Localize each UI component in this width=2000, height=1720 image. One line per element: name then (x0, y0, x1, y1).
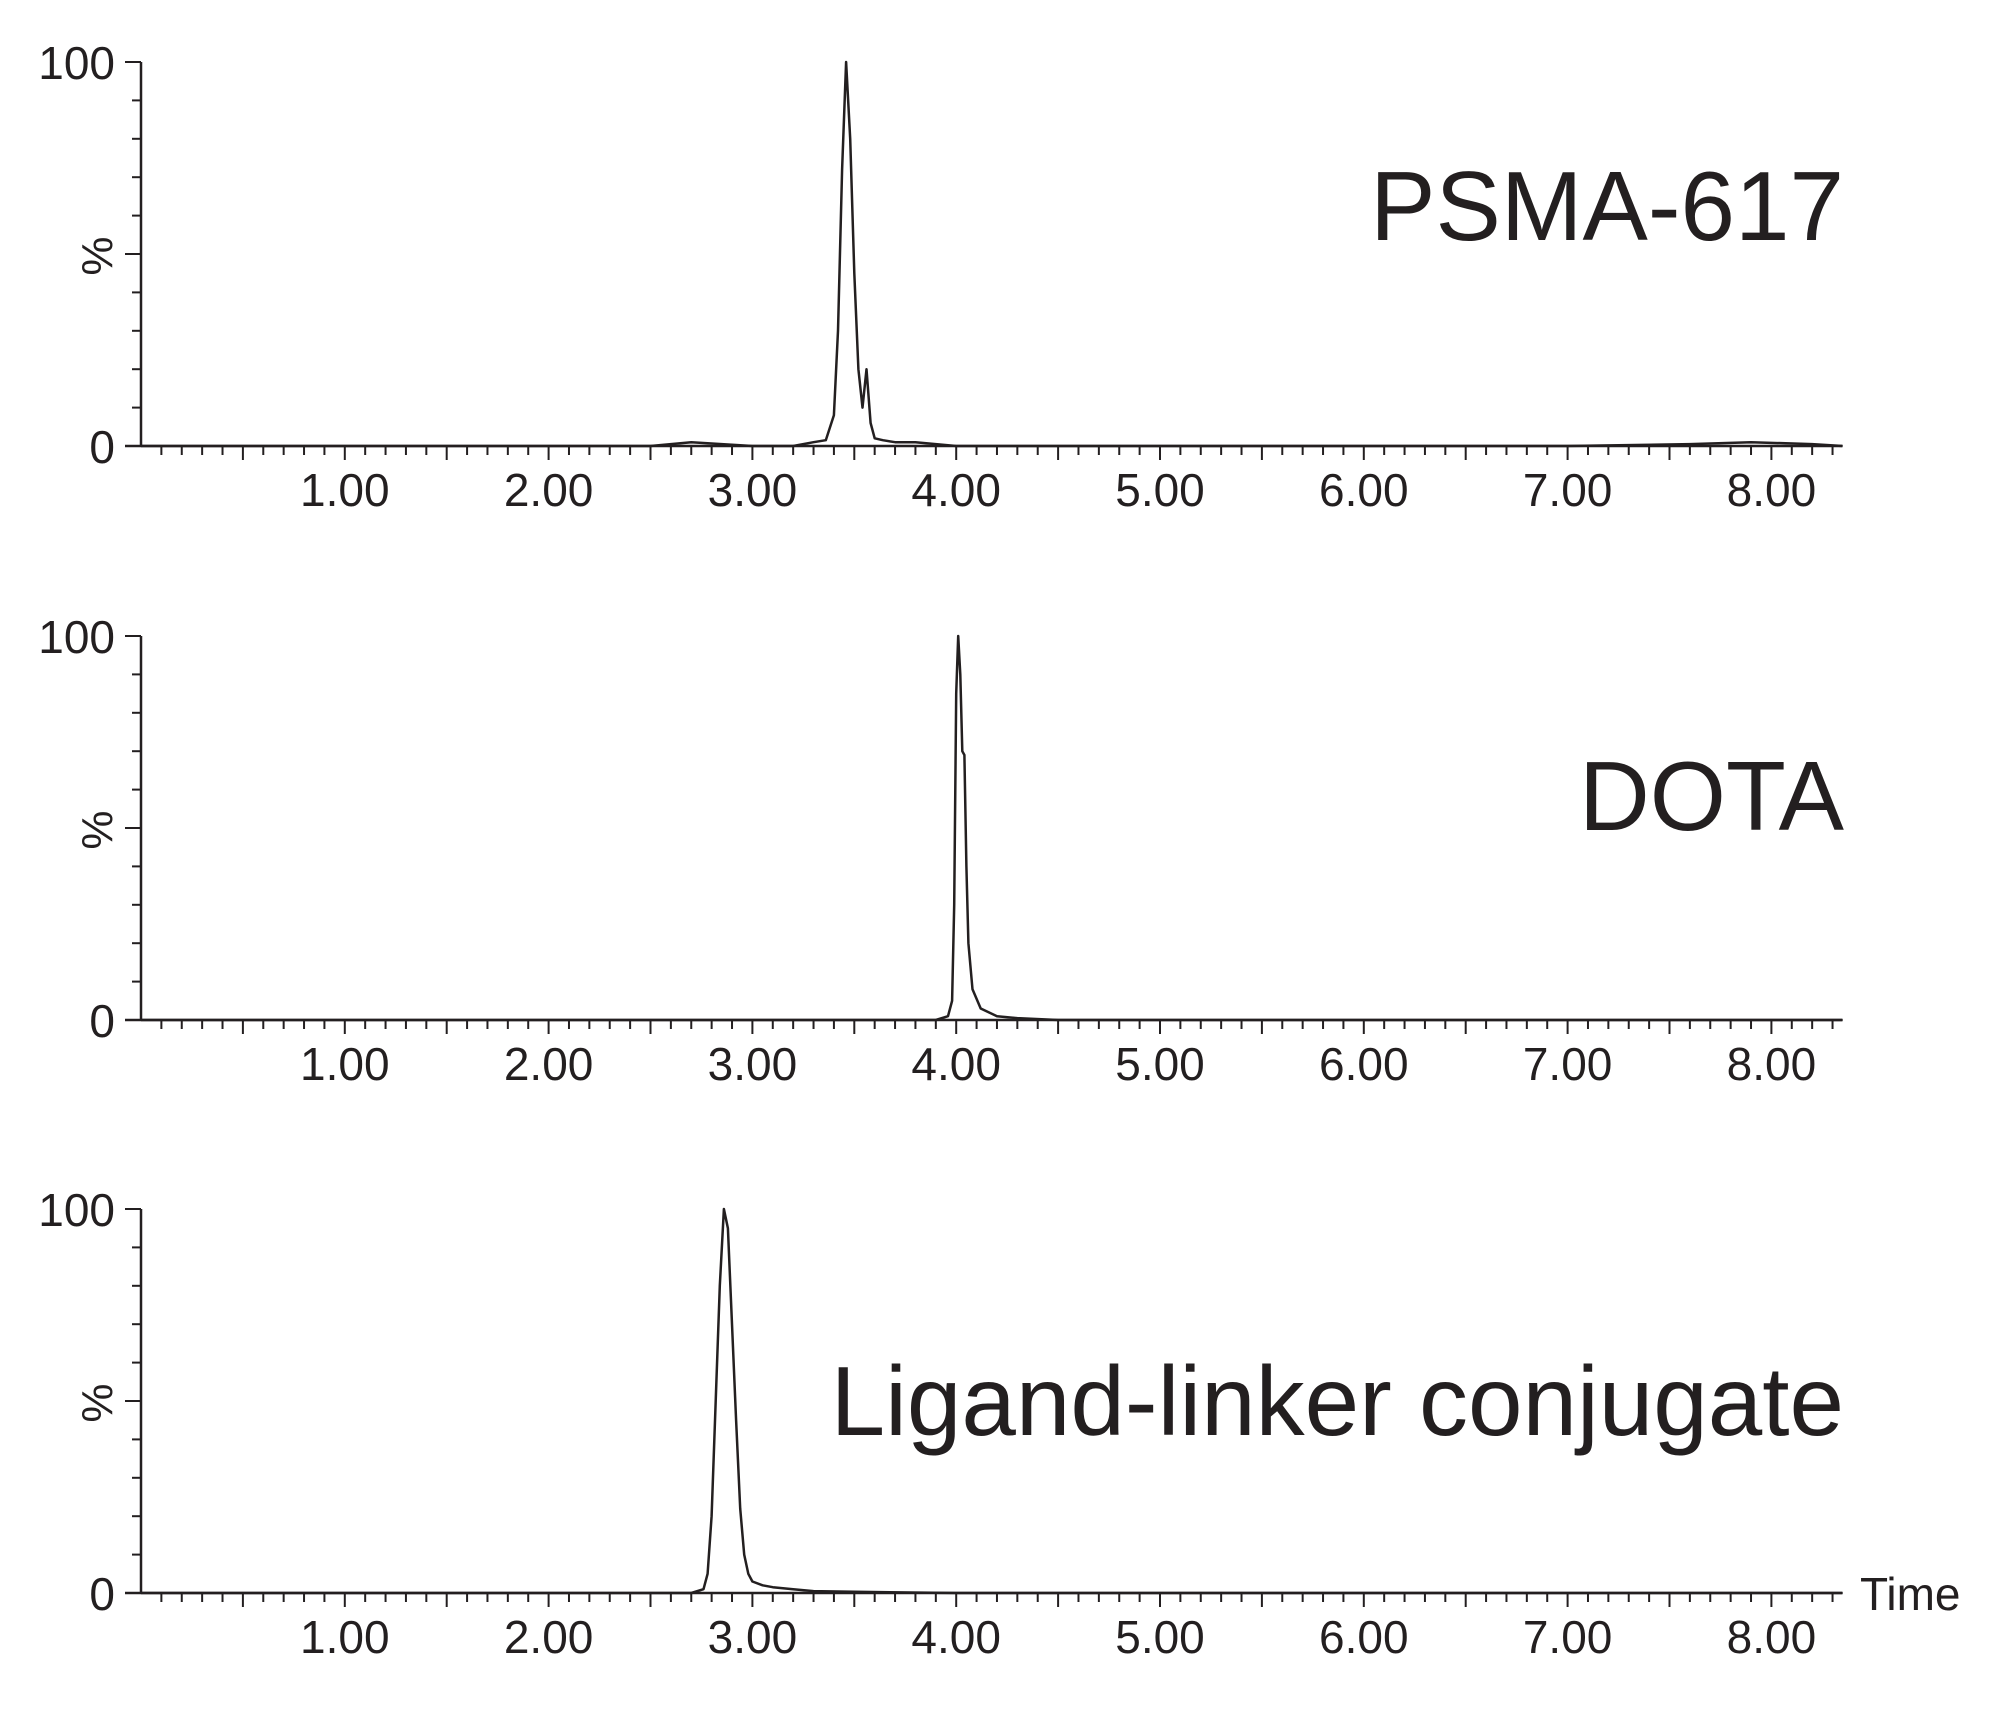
y-tick-label: 100 (38, 611, 115, 663)
x-tick-label: 4.00 (911, 464, 1001, 516)
y-tick-label: 0 (89, 421, 115, 473)
x-tick-label: 3.00 (708, 464, 798, 516)
x-tick-label: 6.00 (1319, 1611, 1409, 1663)
compound-label: PSMA-617 (1370, 151, 1844, 261)
chart-panel-1: 0 100% 1.00 2.00 3.00 4.00 5.00 6.00 7.00 8.00 PSM… (38, 37, 1844, 516)
x-tick-label: 5.00 (1115, 1038, 1205, 1090)
x-tick-label: 4.00 (911, 1611, 1001, 1663)
x-tick-label: 5.00 (1115, 464, 1205, 516)
x-axis-title: Time (1860, 1568, 1961, 1620)
x-tick-label: 8.00 (1727, 1038, 1817, 1090)
y-axis-title: % (73, 1383, 122, 1422)
x-tick-label: 6.00 (1319, 464, 1409, 516)
x-tick-label: 7.00 (1523, 1038, 1613, 1090)
x-tick-label: 6.00 (1319, 1038, 1409, 1090)
x-tick-label: 3.00 (708, 1611, 798, 1663)
x-tick-label: 3.00 (708, 1038, 798, 1090)
chromatogram-trace (141, 1207, 1843, 1595)
y-tick-label: 0 (89, 1568, 115, 1620)
y-tick-label: 0 (89, 995, 115, 1047)
compound-label: DOTA (1579, 741, 1845, 851)
chart-panel-2: 0 100% 1.00 2.00 3.00 4.00 5.00 6.00 7.00 8.00 DOT… (38, 611, 1844, 1090)
x-tick-label: 5.00 (1115, 1611, 1205, 1663)
chromatogram-trace (141, 60, 1843, 448)
x-tick-label: 2.00 (504, 1611, 594, 1663)
x-tick-label: 1.00 (300, 1038, 390, 1090)
x-tick-label: 7.00 (1523, 464, 1613, 516)
chart-panel-3: 0 100% 1.00 2.00 3.00 4.00 5.00 6.00 7.00 8.00 Tim… (38, 1184, 1960, 1663)
y-axis-title: % (73, 810, 122, 849)
x-tick-label: 8.00 (1727, 1611, 1817, 1663)
y-tick-label: 100 (38, 37, 115, 89)
x-tick-label: 2.00 (504, 464, 594, 516)
x-tick-label: 4.00 (911, 1038, 1001, 1090)
chromatogram-trace (141, 634, 1843, 1022)
x-tick-label: 1.00 (300, 1611, 390, 1663)
x-tick-label: 8.00 (1727, 464, 1817, 516)
y-axis-title: % (73, 236, 122, 275)
x-tick-label: 1.00 (300, 464, 390, 516)
x-tick-label: 2.00 (504, 1038, 594, 1090)
x-tick-label: 7.00 (1523, 1611, 1613, 1663)
y-tick-label: 100 (38, 1184, 115, 1236)
compound-label: Ligand-linker conjugate (831, 1346, 1844, 1456)
